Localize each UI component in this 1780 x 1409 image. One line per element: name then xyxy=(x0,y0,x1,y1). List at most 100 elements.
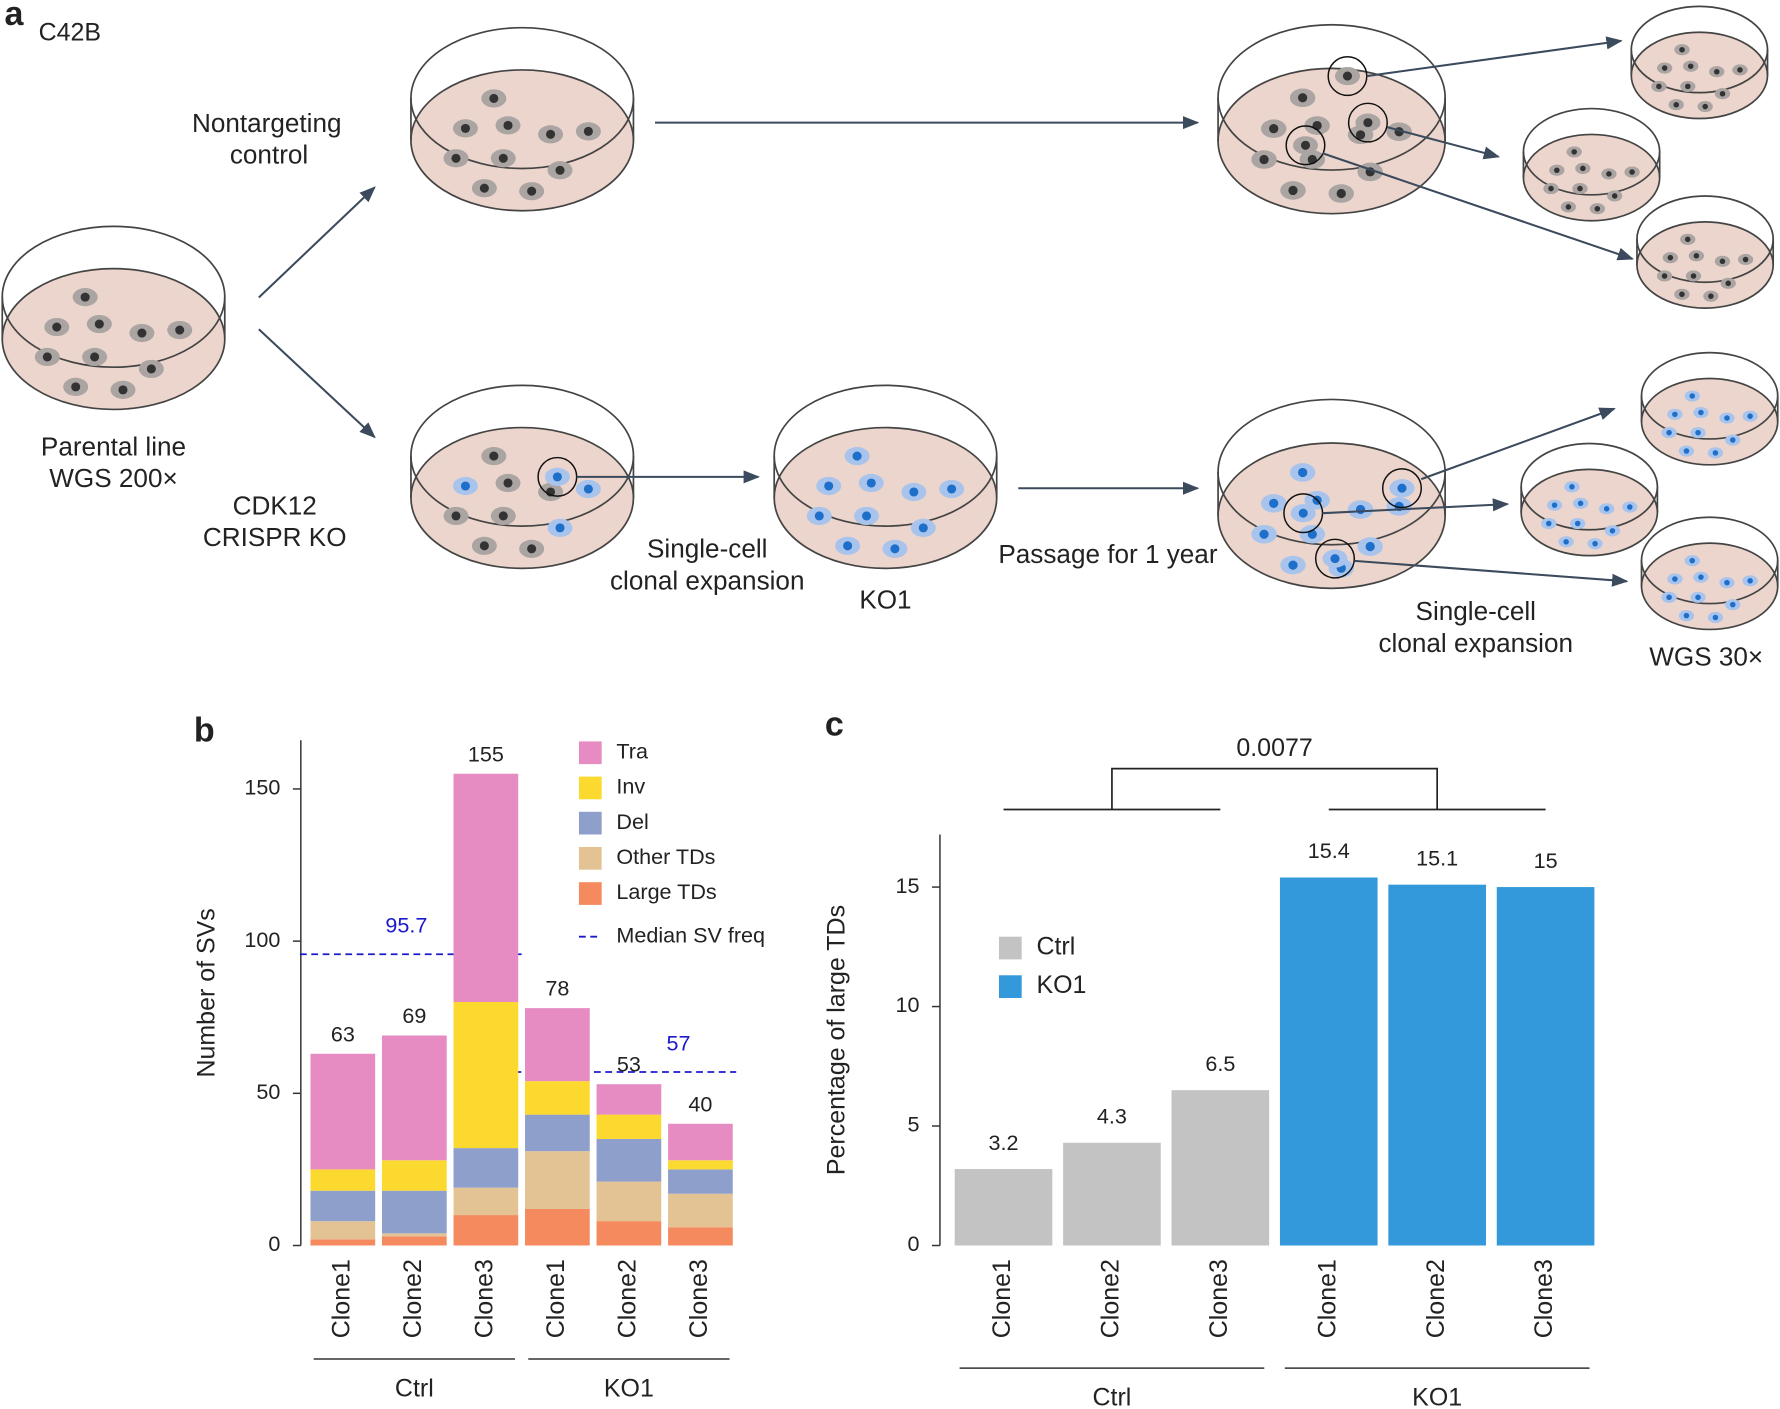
significance-label: 0.0077 xyxy=(1236,734,1312,762)
cell-nucleus xyxy=(1679,291,1685,298)
bar-segment xyxy=(381,1160,447,1191)
cell-nucleus xyxy=(1656,83,1662,90)
cell-nucleus xyxy=(1611,193,1618,199)
cell-nucleus xyxy=(1580,165,1586,172)
cell-nucleus xyxy=(1563,539,1569,545)
cell-nucleus xyxy=(1298,508,1308,518)
bracket xyxy=(1111,767,1439,810)
cell-nucleus xyxy=(1565,204,1572,210)
cell-nucleus xyxy=(1687,63,1694,70)
legend-label: KO1 xyxy=(1036,971,1086,999)
selection-ring xyxy=(1314,538,1356,579)
cell-nucleus xyxy=(1712,450,1719,456)
y-tick-label: 0 xyxy=(268,1231,280,1256)
dish-rim xyxy=(1217,398,1446,546)
cell-nucleus xyxy=(866,478,876,488)
cell-nucleus xyxy=(852,451,862,461)
x-tick-label: Clone3 xyxy=(470,1259,498,1338)
legend-label: Other TDs xyxy=(616,844,715,869)
bar-segment xyxy=(525,1208,590,1246)
value-label: 6.5 xyxy=(1205,1051,1235,1076)
cell-nucleus xyxy=(1592,540,1598,547)
step-label: WGS 200× xyxy=(49,463,177,493)
cell-nucleus xyxy=(862,511,872,521)
bar xyxy=(1279,877,1378,1246)
cell-nucleus xyxy=(1712,614,1719,621)
cell-nucleus xyxy=(94,319,104,329)
bar-segment xyxy=(668,1227,733,1246)
y-tick-label: 0 xyxy=(908,1231,920,1256)
x-tick-label: Clone2 xyxy=(399,1259,427,1338)
legend-swatch xyxy=(578,741,602,765)
cell-nucleus xyxy=(1724,415,1730,421)
cell-nucleus xyxy=(1298,93,1308,103)
cell-nucleus xyxy=(489,93,499,103)
cell-nucleus xyxy=(1397,483,1407,493)
cell-nucleus xyxy=(1551,502,1558,508)
cell-nucleus xyxy=(1689,393,1696,399)
cell-nucleus xyxy=(1571,149,1577,155)
cell-nucleus xyxy=(1747,578,1753,584)
cell-nucleus xyxy=(1666,429,1672,436)
step-label: clonal expansion xyxy=(610,565,805,595)
cell-nucleus xyxy=(814,511,824,521)
cell-nucleus xyxy=(1300,140,1311,150)
cell-nucleus xyxy=(1683,612,1690,619)
value-label: 15.4 xyxy=(1308,838,1350,863)
legend-swatch xyxy=(578,846,602,870)
total-label: 40 xyxy=(688,1091,712,1116)
selection-ring xyxy=(537,456,578,497)
cell-nucleus xyxy=(1719,258,1726,265)
cell-nucleus xyxy=(1574,520,1581,527)
total-label: 69 xyxy=(402,1003,426,1028)
y-tick-label: 100 xyxy=(244,927,280,952)
legend-swatch xyxy=(998,936,1022,960)
dish-rim xyxy=(1522,107,1661,196)
cell-nucleus xyxy=(890,544,900,554)
cell-nucleus xyxy=(1685,83,1691,90)
cell-nucleus xyxy=(1259,529,1269,539)
cell-nucleus xyxy=(80,292,90,302)
cell-nucleus xyxy=(1661,65,1668,71)
value-label: 4.3 xyxy=(1097,1103,1127,1128)
value-label: 15 xyxy=(1534,848,1558,873)
dish-rim xyxy=(773,384,998,527)
cell-nucleus xyxy=(137,328,147,338)
cell-nucleus xyxy=(1336,188,1346,199)
bar-segment xyxy=(525,1008,590,1082)
arrow xyxy=(1420,407,1616,481)
bar-segment xyxy=(381,1035,447,1161)
selection-ring xyxy=(1381,468,1423,509)
median-label: 57 xyxy=(667,1030,691,1055)
bar-segment xyxy=(310,1221,376,1240)
cell-nucleus xyxy=(1545,520,1552,527)
legend-swatch xyxy=(998,975,1022,998)
selection-ring xyxy=(1347,102,1388,143)
dish-rim xyxy=(410,26,635,170)
dish-rim xyxy=(410,384,635,527)
cell-nucleus xyxy=(1737,67,1743,73)
cell-nucleus xyxy=(918,523,928,533)
legend-label: Tra xyxy=(616,738,648,763)
legend-label: Inv xyxy=(616,774,645,799)
selection-ring xyxy=(1285,125,1326,166)
group-label: KO1 xyxy=(1412,1383,1462,1409)
legend-label: Ctrl xyxy=(1036,933,1075,961)
cell-nucleus xyxy=(1594,205,1601,212)
x-tick-label: Clone1 xyxy=(542,1259,570,1338)
cell-nucleus xyxy=(479,183,489,193)
cell-nucleus xyxy=(1713,68,1720,75)
legend-label: Median SV freq xyxy=(616,922,765,947)
cell-nucleus xyxy=(1725,280,1732,287)
bar-segment xyxy=(596,1084,662,1115)
cell-nucleus xyxy=(552,472,562,482)
legend-label: Large TDs xyxy=(616,879,716,904)
cell-nucleus xyxy=(90,352,100,362)
group-label: KO1 xyxy=(604,1374,654,1402)
step-label: WGS 30× xyxy=(1649,641,1763,671)
x-tick-label: Clone1 xyxy=(988,1259,1016,1338)
step-label: control xyxy=(230,140,308,170)
cell-nucleus xyxy=(1288,185,1298,196)
total-label: 78 xyxy=(545,976,569,1001)
cell-nucleus xyxy=(1683,448,1690,454)
